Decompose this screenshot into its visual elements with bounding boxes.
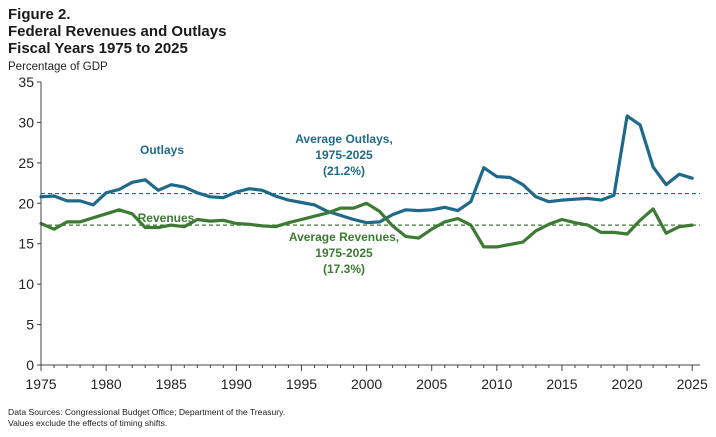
avg-revenues-line2: 1975-2025	[315, 246, 373, 260]
x-tick-label: 1995	[286, 376, 317, 392]
axes	[37, 81, 700, 371]
x-tick-label: 2000	[351, 376, 382, 392]
revenues-series-line	[39, 201, 694, 249]
outlays-series-line	[39, 114, 694, 225]
y-tick-label: 25	[18, 155, 34, 171]
series-lines	[39, 114, 694, 249]
avg-revenues-line1: Average Revenues,	[289, 230, 399, 244]
x-tick-label: 1980	[91, 376, 122, 392]
chart-notes: Data Sources: Congressional Budget Offic…	[8, 407, 285, 429]
y-tick-label: 35	[18, 74, 34, 90]
avg-outlays-line1: Average Outlays,	[295, 132, 393, 146]
revenues-series-label: Revenues	[138, 211, 195, 225]
x-tick-label: 2010	[481, 376, 512, 392]
x-tick-label: 2020	[611, 376, 642, 392]
avg-revenues-line3: (17.3%)	[323, 262, 365, 276]
avg-outlays-line3: (21.2%)	[323, 164, 365, 178]
y-axis-unit-label: Percentage of GDP	[8, 61, 108, 73]
x-tick-label: 1985	[156, 376, 187, 392]
x-tick-label: 2015	[546, 376, 577, 392]
outlays-series-label: Outlays	[140, 143, 184, 157]
y-tick-label: 15	[18, 236, 34, 252]
figure-label: Figure 2.	[8, 6, 71, 23]
figure-title-block: Figure 2. Federal Revenues and Outlays F…	[8, 6, 226, 57]
figure-subtitle: Fiscal Years 1975 to 2025	[8, 40, 188, 57]
timing-shift-note: Values exclude the effects of timing shi…	[8, 418, 168, 428]
x-tick-label: 1975	[25, 376, 56, 392]
y-tick-label: 30	[18, 114, 34, 130]
y-tick-label: 0	[26, 357, 34, 373]
figure-title: Federal Revenues and Outlays	[8, 23, 227, 40]
x-tick-label: 2005	[416, 376, 447, 392]
y-tick-label: 20	[18, 195, 34, 211]
avg-outlays-annotation: Average Outlays, 1975-2025 (21.2%)	[295, 132, 393, 178]
avg-revenues-annotation: Average Revenues, 1975-2025 (17.3%)	[289, 230, 399, 276]
x-tick-label: 2025	[677, 376, 708, 392]
y-tick-label: 5	[26, 317, 34, 333]
data-sources-note: Data Sources: Congressional Budget Offic…	[8, 407, 286, 417]
y-tick-label: 10	[18, 276, 34, 292]
avg-outlays-line2: 1975-2025	[315, 148, 373, 162]
x-tick-label: 1990	[221, 376, 252, 392]
